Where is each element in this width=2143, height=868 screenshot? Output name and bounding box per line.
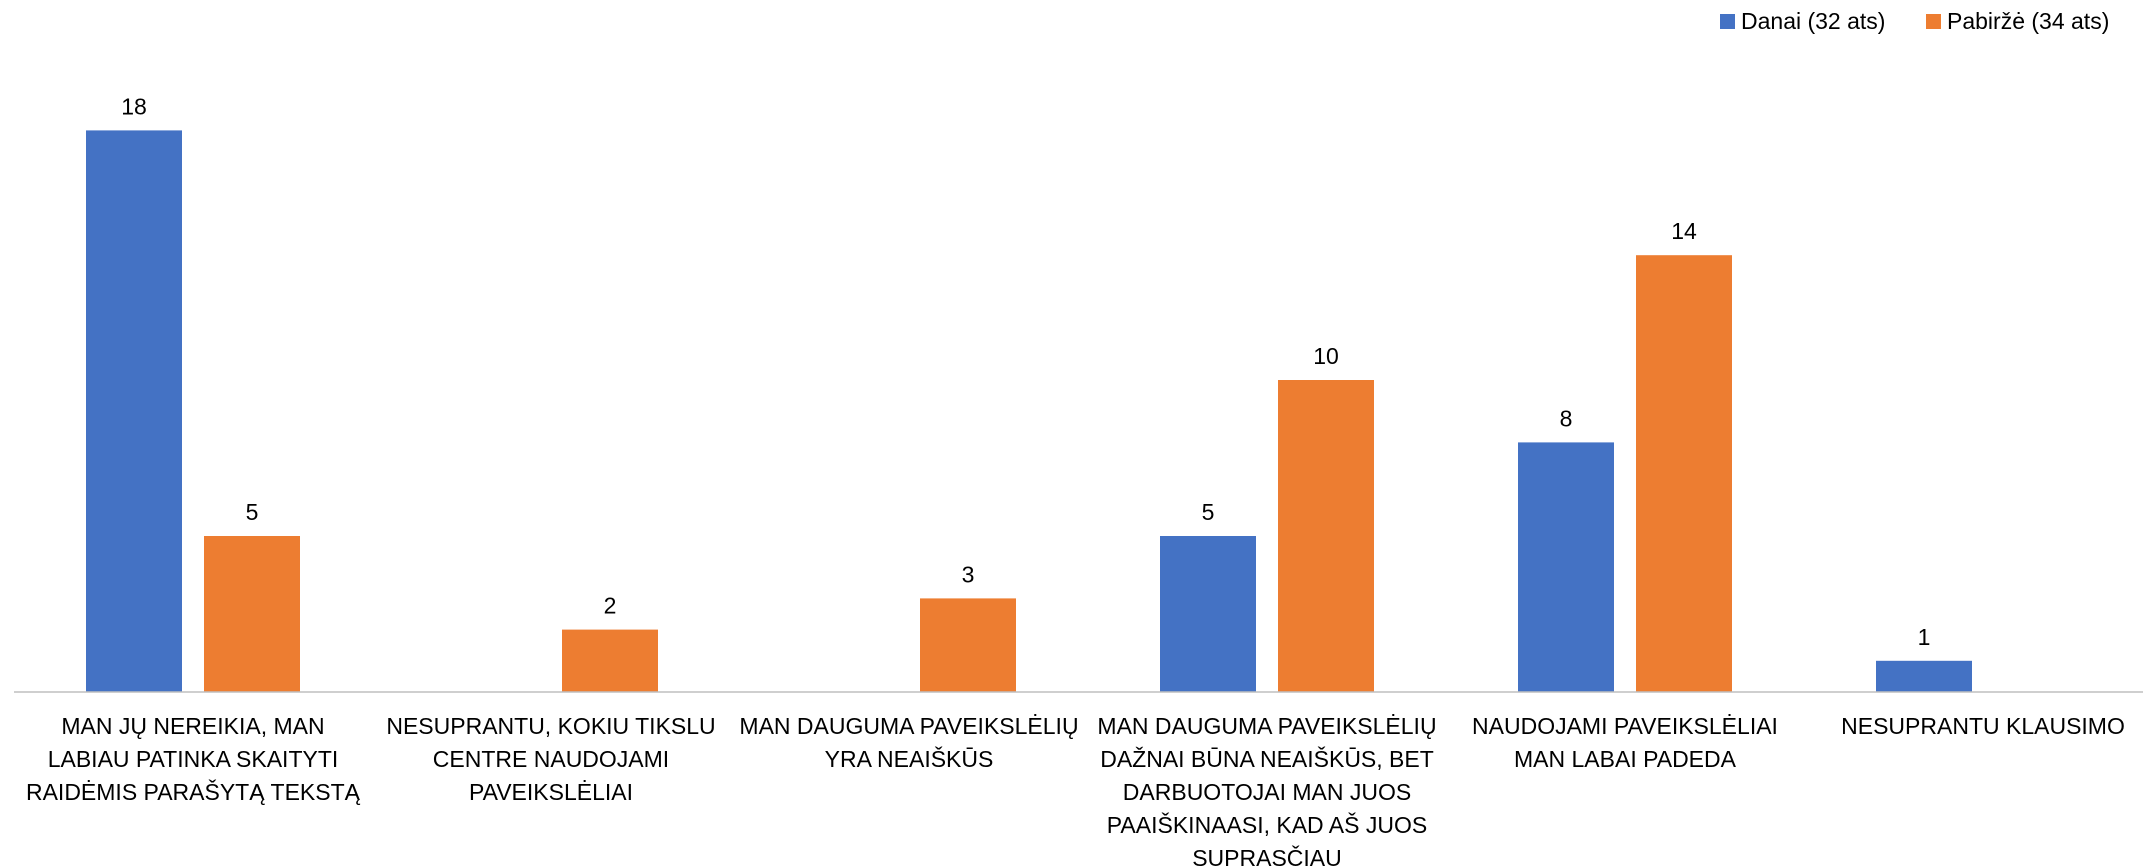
legend-label: Danai (32 ats) bbox=[1741, 8, 1886, 34]
bar bbox=[562, 629, 658, 692]
legend-swatch bbox=[1720, 14, 1735, 29]
data-label: 3 bbox=[962, 561, 975, 587]
x-tick-label: MAN JŲ NEREIKIA, MAN LABIAU PATINKA SKAI… bbox=[25, 713, 360, 805]
bar bbox=[920, 598, 1016, 692]
legend-item: Danai (32 ats) bbox=[1720, 8, 1885, 35]
data-label: 10 bbox=[1313, 343, 1339, 369]
bar bbox=[1876, 660, 1972, 692]
data-label: 5 bbox=[1202, 499, 1215, 525]
bar bbox=[1160, 536, 1256, 692]
legend-swatch bbox=[1926, 14, 1941, 29]
legend-item: Pabiržė (34 ats) bbox=[1926, 8, 2109, 35]
data-label: 8 bbox=[1560, 405, 1573, 431]
bar bbox=[86, 130, 182, 692]
x-tick-label: MAN DAUGUMA PAVEIKSLĖLIŲ DAŽNAI BŪNA NEA… bbox=[1097, 713, 1437, 868]
bar bbox=[1278, 380, 1374, 692]
bar bbox=[1518, 442, 1614, 692]
bar bbox=[1636, 255, 1732, 692]
x-tick-label: MAN DAUGUMA PAVEIKSLĖLIŲ YRA NEAIŠKŪS bbox=[739, 713, 1079, 772]
data-label: 1 bbox=[1918, 624, 1931, 650]
x-tick-label: NAUDOJAMI PAVEIKSLĖLIAI MAN LABAI PADEDA bbox=[1472, 713, 1778, 772]
bar bbox=[204, 536, 300, 692]
x-tick-label: NESUPRANTU, KOKIU TIKSLU CENTRE NAUDOJAM… bbox=[386, 713, 716, 805]
data-label: 14 bbox=[1671, 218, 1697, 244]
x-tick-label: NESUPRANTU KLAUSIMO bbox=[1841, 713, 2125, 739]
legend-label: Pabiržė (34 ats) bbox=[1947, 8, 2110, 34]
data-label: 2 bbox=[604, 593, 617, 619]
data-label: 5 bbox=[246, 499, 259, 525]
data-label: 18 bbox=[121, 93, 147, 119]
